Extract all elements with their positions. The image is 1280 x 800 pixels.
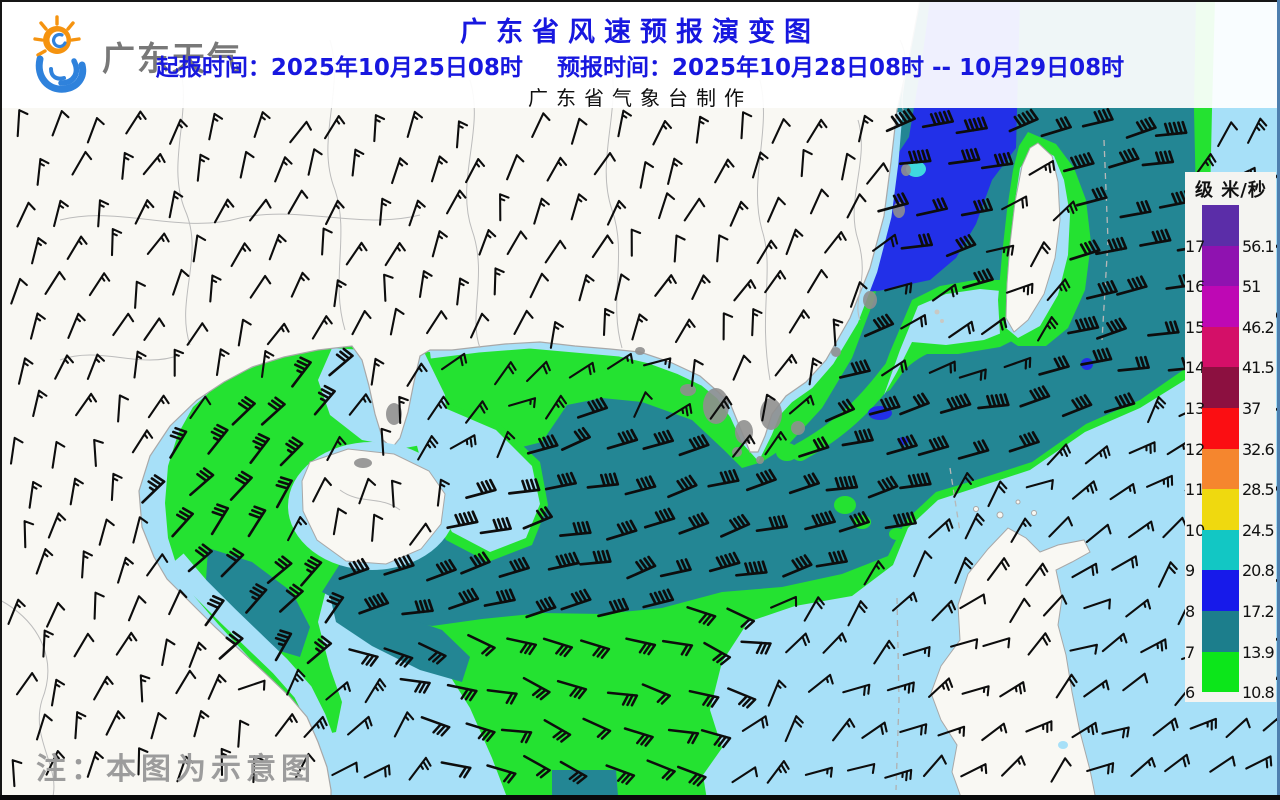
legend-speed: 56.1 [1242, 236, 1275, 256]
legend-level: 10 [1185, 520, 1206, 540]
wind-barbs-land [7, 109, 889, 788]
legend-row: 16 51 [1185, 245, 1261, 296]
legend-level: 12 [1185, 439, 1206, 459]
legend-row: 11 28.5 [1185, 448, 1275, 499]
page-title: 广东省风速预报演变图 [460, 17, 820, 48]
logo: 广东天气 [24, 10, 242, 102]
legend-row: 14 41.5 [1185, 326, 1275, 377]
legend-level: 15 [1185, 317, 1206, 337]
wind-barbs-gulf [141, 347, 354, 665]
legend-speed: 41.5 [1242, 358, 1275, 378]
legend-row: 6 10.8 [1185, 651, 1275, 702]
map-header: 广东天气 广东省风速预报演变图 起报时间：2025年10月25日08时 预报时间：… [0, 0, 1280, 110]
legend-level: 7 [1185, 642, 1196, 662]
legend-speed: 32.6 [1242, 439, 1275, 459]
legend-speed: 28.5 [1242, 480, 1275, 500]
legend-speed: 37 [1242, 398, 1261, 418]
legend-row: 7 13.9 [1185, 610, 1275, 662]
legend-row: 13 37 [1185, 367, 1261, 418]
wind-speed-legend: 级 米/秒 17 56.1 16 51 15 46.2 14 41.5 13 37 12 32.6 11… [1185, 172, 1276, 703]
legend-level: 16 [1185, 277, 1206, 297]
disclaimer-note: 注：本图为示意图 [36, 752, 316, 787]
wind-barbs-south [348, 606, 772, 787]
legend-speed: 17.2 [1242, 601, 1275, 621]
legend-row: 12 32.6 [1185, 407, 1275, 459]
legend-level: 11 [1185, 480, 1206, 500]
legend-speed: 10.8 [1242, 683, 1275, 703]
legend-speed: 20.8 [1242, 561, 1275, 581]
wind-barbs-band [338, 107, 1209, 619]
forecast-time-label: 预报时间：2025年10月28日08时 -- 10月29日08时 [556, 55, 1125, 81]
legend-header: 级 米/秒 [1195, 180, 1267, 201]
legend-level: 14 [1185, 358, 1206, 378]
legend-row: 10 24.5 [1185, 489, 1275, 540]
legend-level: 13 [1185, 398, 1206, 418]
wind-barbs-wedge [881, 282, 1032, 381]
legend-speed: 46.2 [1242, 317, 1275, 337]
guangdong-weather-logo-icon [33, 15, 87, 93]
init-time-label: 起报时间：2025年10月25日08时 [155, 55, 523, 81]
legend-level: 6 [1185, 683, 1196, 703]
legend-speed: 13.9 [1242, 642, 1275, 662]
legend-speed: 51 [1242, 277, 1261, 297]
logo-text: 广东天气 [102, 39, 242, 78]
legend-row: 9 20.8 [1185, 529, 1275, 580]
legend-row: 15 46.2 [1185, 286, 1275, 337]
legend-level: 8 [1185, 601, 1196, 621]
forecast-times: 起报时间：2025年10月25日08时 预报时间：2025年10月28日08时 -… [0, 48, 1280, 82]
legend-row: 8 17.2 [1185, 570, 1275, 621]
producer-label: 广东省气象台制作 [528, 86, 752, 110]
legend-level: 17 [1185, 236, 1206, 256]
legend-speed: 24.5 [1242, 520, 1275, 540]
legend-row: 17 56.1 [1185, 205, 1275, 256]
legend-level: 9 [1185, 561, 1196, 581]
